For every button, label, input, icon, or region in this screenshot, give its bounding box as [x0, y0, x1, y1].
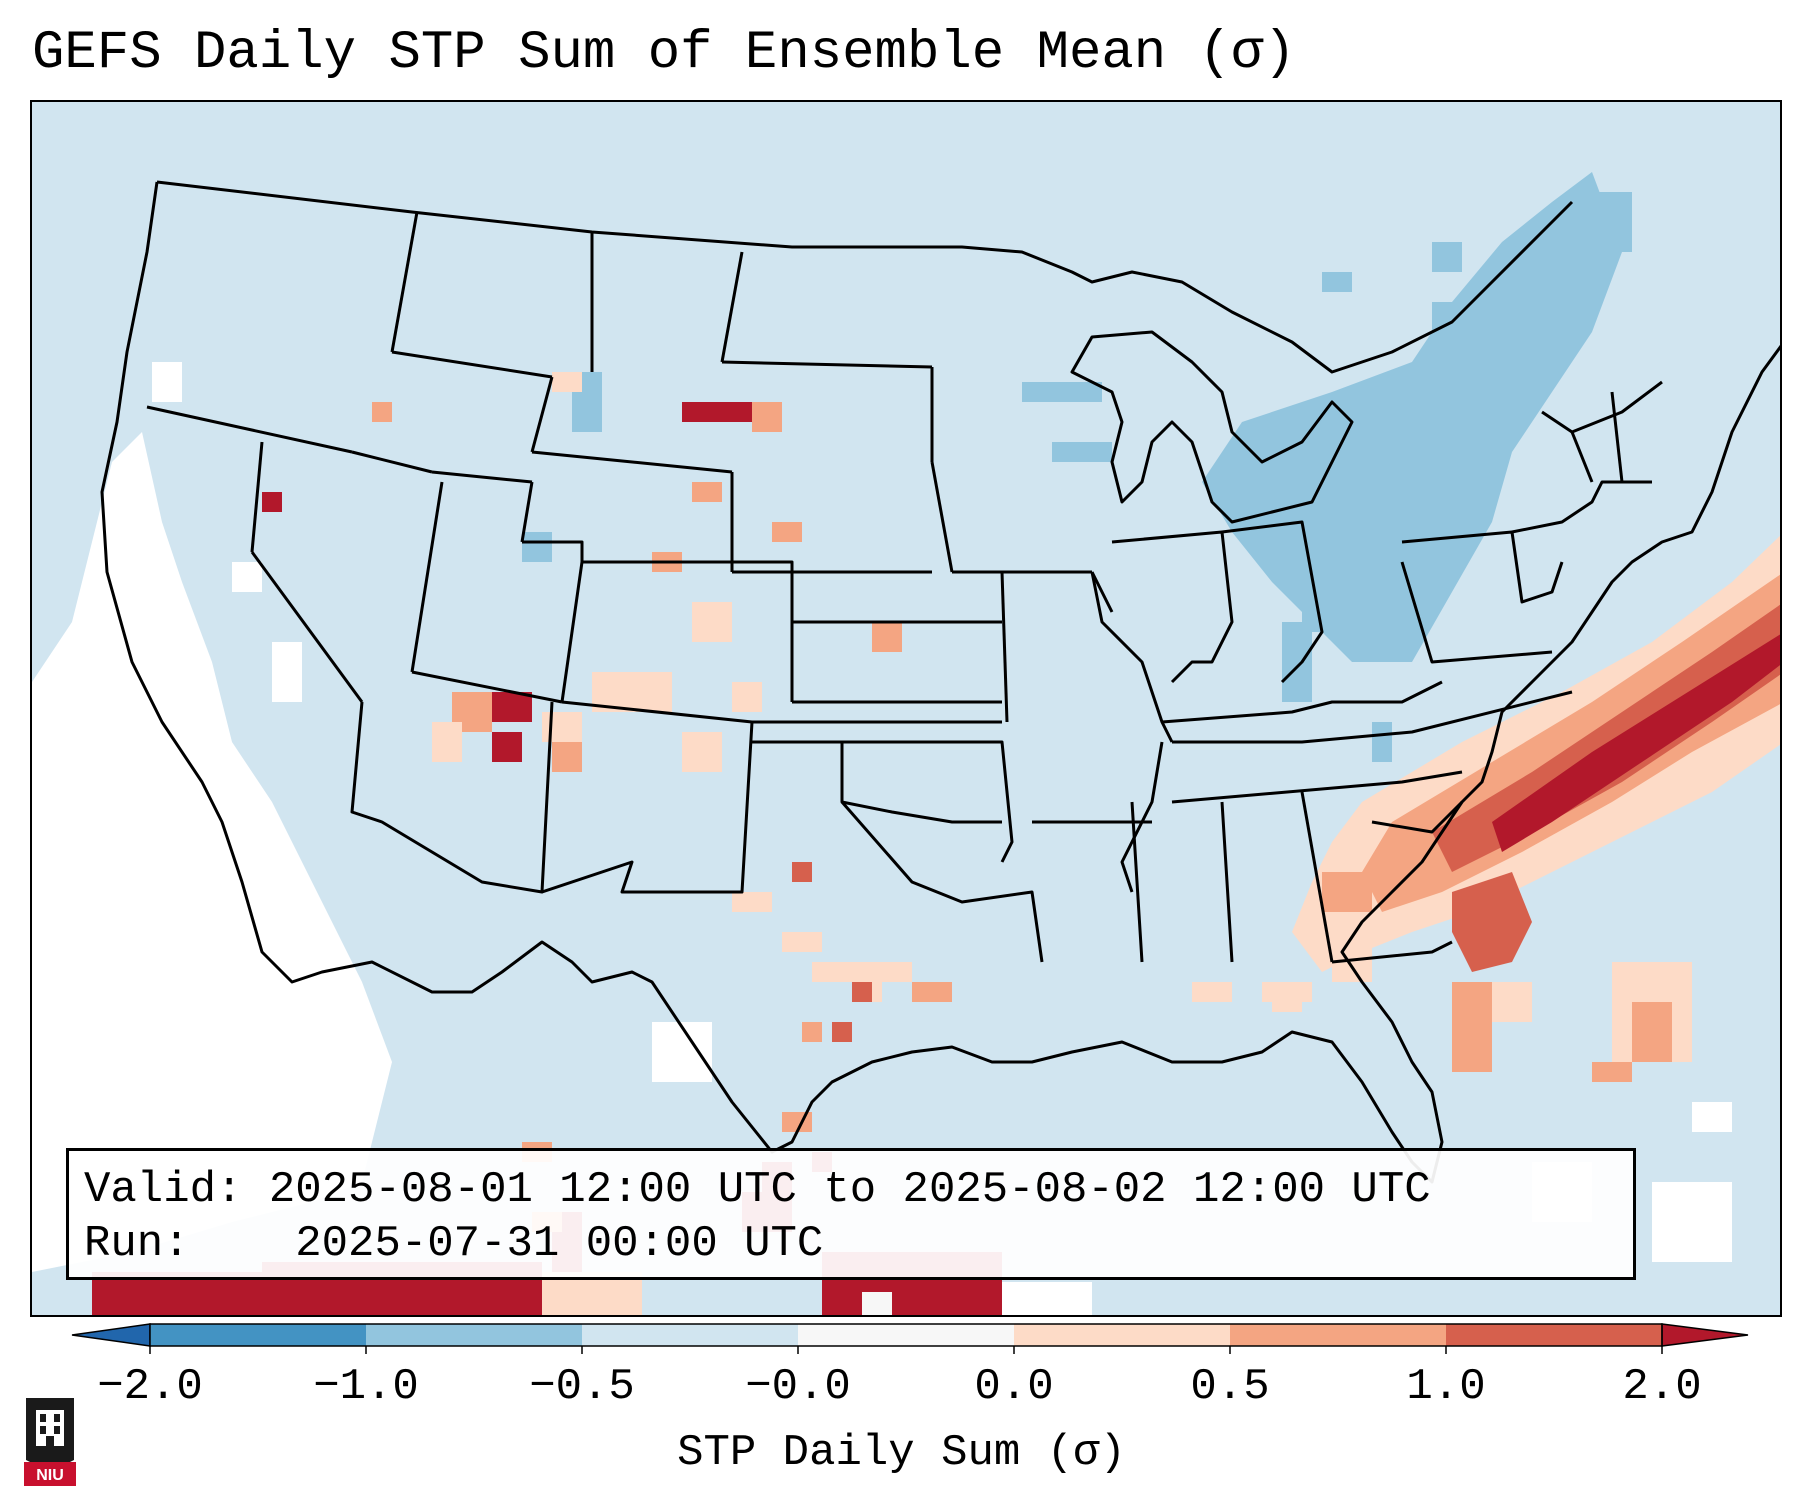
colorbar-tick-label: −0.5 [529, 1362, 635, 1412]
colorbar-label: STP Daily Sum (σ) [677, 1428, 1126, 1478]
niu-logo-icon: NIU [24, 1398, 76, 1486]
colorbar-outline [149, 1323, 1663, 1347]
colorbar-segment [582, 1324, 798, 1346]
colorbar-segment [1230, 1324, 1446, 1346]
map-boundaries [100, 180, 1780, 1184]
colorbar-tick-label: −2.0 [97, 1362, 203, 1412]
colorbar [71, 1323, 1749, 1354]
svg-text:NIU: NIU [36, 1467, 64, 1484]
map-panel [30, 100, 1782, 1317]
colorbar-extend-low [71, 1323, 151, 1347]
valid-value: 2025-08-01 12:00 UTC to 2025-08-02 12:00… [268, 1165, 1431, 1215]
stp-map [32, 172, 1780, 1315]
great-lakes [1070, 330, 1354, 524]
colorbar-tick-label: −1.0 [313, 1362, 419, 1412]
colorbar-segment [366, 1324, 582, 1346]
run-label: Run: [84, 1219, 190, 1269]
colorbar-tick-label: 2.0 [1622, 1362, 1702, 1412]
colorbar-tick-label: 0.0 [974, 1362, 1054, 1412]
canada-border [156, 180, 1574, 374]
colorbar-extend-high [1661, 1323, 1749, 1347]
colorbar-segment [1014, 1324, 1230, 1346]
colorbar-tick-label: −0.0 [745, 1362, 851, 1412]
negative-regions [522, 172, 1632, 762]
colorbar-segment [798, 1324, 1014, 1346]
validity-box: Valid: 2025-08-01 12:00 UTC to 2025-08-0… [66, 1148, 1636, 1280]
colorbar-tick-label: 1.0 [1406, 1362, 1486, 1412]
map-title: GEFS Daily STP Sum of Ensemble Mean (σ) [32, 23, 1296, 84]
colorbar-segment [1446, 1324, 1662, 1346]
colorbar-tick-label: 0.5 [1190, 1362, 1270, 1412]
colorbar-segment [150, 1324, 366, 1346]
valid-label: Valid: [84, 1165, 243, 1215]
run-value: 2025-07-31 00:00 UTC [295, 1219, 824, 1269]
conus-outline [100, 181, 1780, 1184]
